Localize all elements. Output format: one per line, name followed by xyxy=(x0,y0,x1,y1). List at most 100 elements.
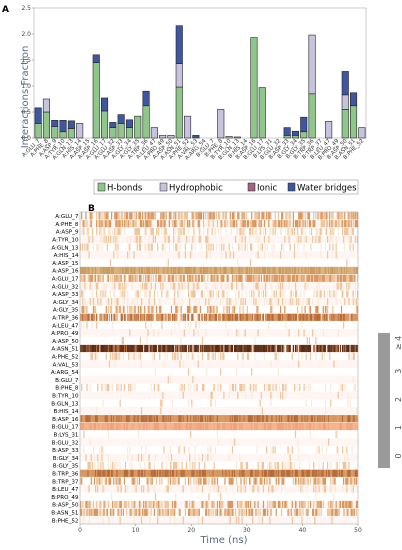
heatmap-cell xyxy=(119,266,121,275)
heatmap-cell xyxy=(322,305,324,314)
heatmap-cell xyxy=(272,500,274,509)
heatmap-cell xyxy=(337,313,339,321)
heatmap-cell xyxy=(346,485,348,493)
heatmap-cell xyxy=(208,298,210,306)
heatmap-cell xyxy=(233,220,236,228)
heatmap-cell xyxy=(176,220,178,228)
heatmap-cell xyxy=(233,305,236,314)
heatmap-cell xyxy=(91,352,93,360)
heatmap-cell xyxy=(268,321,270,329)
heatmap-cell xyxy=(341,220,344,228)
heatmap-cell xyxy=(243,212,245,220)
heatmap-cell xyxy=(139,220,142,228)
heatmap-cell xyxy=(212,500,214,509)
heatmap-cell xyxy=(236,298,238,306)
heatmap-cell xyxy=(351,500,353,509)
heatmap-cell xyxy=(299,383,301,392)
heatmap-cell xyxy=(201,500,204,509)
heatmap-cell xyxy=(261,469,263,477)
heatmap-cell xyxy=(330,422,332,431)
heatmap-cell xyxy=(262,500,265,509)
heatmap-cell xyxy=(350,235,352,243)
heatmap-cell xyxy=(97,469,99,477)
heatmap-cell xyxy=(240,422,242,431)
heatmap-cell xyxy=(134,415,136,423)
heatmap-cell xyxy=(282,477,284,485)
heatmap-cell xyxy=(193,477,195,485)
heatmap-cell xyxy=(85,344,87,353)
heatmap-cell xyxy=(287,508,289,516)
heatmap-cell xyxy=(214,422,216,431)
heatmap-cell xyxy=(167,274,169,282)
heatmap-cell xyxy=(208,266,210,275)
heatmap-cell xyxy=(209,305,211,314)
heatmap-cell xyxy=(205,422,207,431)
heatmap-cell xyxy=(197,485,199,493)
heatmap-cell xyxy=(224,508,226,516)
heatmap-cell xyxy=(107,469,110,477)
heatmap-cell xyxy=(189,220,191,228)
heatmap-cell xyxy=(145,220,147,228)
heatmap-cell xyxy=(314,266,316,275)
heatmap-cell xyxy=(118,212,120,220)
heatmap-cell xyxy=(244,220,246,228)
heatmap-cell xyxy=(336,469,338,477)
bar-segment xyxy=(92,62,100,139)
heatmap-cell xyxy=(343,235,345,243)
heatmap-cell xyxy=(89,422,91,431)
heatmap-cell xyxy=(306,212,308,220)
heatmap-cell xyxy=(171,282,174,290)
heatmap-cell xyxy=(317,298,319,306)
heatmap-cell xyxy=(283,344,285,353)
heatmap-cell xyxy=(165,290,167,298)
heatmap-cell xyxy=(93,298,96,306)
heatmap-cell xyxy=(329,313,331,321)
heatmap-cell xyxy=(346,508,348,516)
heatmap-cell xyxy=(231,446,234,454)
heatmap-cell xyxy=(217,227,220,236)
heatmap-cell xyxy=(314,290,316,298)
heatmap-cell xyxy=(83,508,85,516)
heatmap-cell xyxy=(217,274,220,282)
heatmap-cell xyxy=(291,298,293,306)
heatmap-cell xyxy=(117,227,119,236)
heatmap-cell xyxy=(281,461,283,470)
heatmap-cell xyxy=(181,422,183,431)
heatmap-cell xyxy=(282,415,284,423)
heatmap-cell xyxy=(319,422,321,431)
heatmap-cell xyxy=(344,344,346,353)
heatmap-cell xyxy=(326,461,329,470)
heatmap-cell xyxy=(229,313,231,321)
heatmap-cell xyxy=(146,469,148,477)
heatmap-cell xyxy=(190,305,192,314)
heatmap-cell xyxy=(176,274,178,282)
heatmap-cell xyxy=(107,298,110,306)
heatmap-cell xyxy=(173,461,175,470)
heatmap-cell xyxy=(306,422,308,431)
heatmap-cell xyxy=(140,485,143,493)
heatmap-cell xyxy=(98,274,100,282)
heatmap-cell xyxy=(227,500,229,509)
heatmap-cell xyxy=(268,422,270,431)
heatmap-cell xyxy=(350,469,352,477)
heatmap-cell xyxy=(109,274,112,282)
heatmap-cell xyxy=(331,212,333,220)
heatmap-cell xyxy=(307,500,309,509)
heatmap-cell xyxy=(89,212,91,220)
heatmap-cell xyxy=(207,415,209,423)
heatmap-cell xyxy=(330,461,332,470)
heatmap-cell xyxy=(181,266,183,275)
heatmap-cell xyxy=(229,469,231,477)
heatmap-cell xyxy=(198,454,200,462)
bar-segment xyxy=(109,127,117,139)
heatmap-cell xyxy=(352,344,354,353)
heatmap-cell xyxy=(140,305,143,314)
heatmap-cell xyxy=(241,383,243,392)
heatmap-cell xyxy=(213,344,215,353)
heatmap-cell xyxy=(171,415,174,423)
heatmap-cell xyxy=(91,235,93,243)
heatmap-cell xyxy=(210,243,212,251)
heatmap-cell xyxy=(314,516,316,524)
heatmap-cell xyxy=(84,508,86,516)
heatmap-cell xyxy=(180,313,182,321)
